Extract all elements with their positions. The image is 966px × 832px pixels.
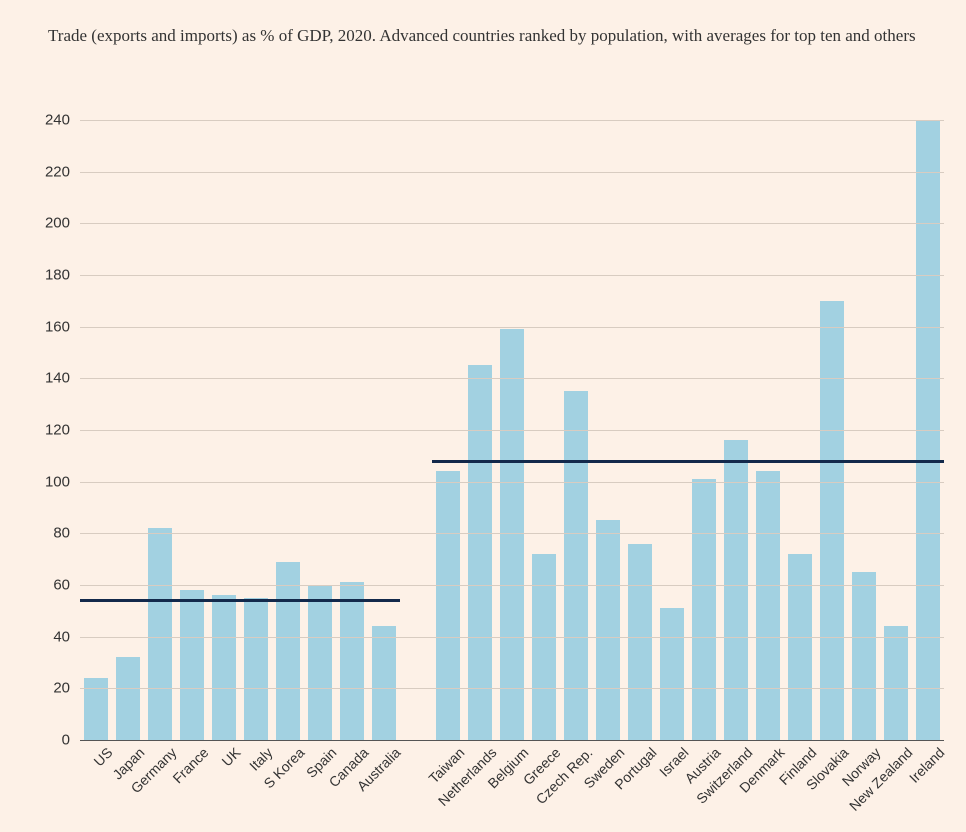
gridline xyxy=(80,585,944,586)
plot-area: USJapanGermanyFranceUKItalyS KoreaSpainC… xyxy=(80,120,944,740)
gridline xyxy=(80,327,944,328)
y-tick: 80 xyxy=(53,525,80,542)
gridline xyxy=(80,275,944,276)
gridline xyxy=(80,688,944,689)
gridline xyxy=(80,172,944,173)
y-tick: 220 xyxy=(45,163,80,180)
y-tick: 100 xyxy=(45,473,80,490)
y-tick: 240 xyxy=(45,112,80,129)
x-label: UK xyxy=(214,740,243,769)
chart-frame: Trade (exports and imports) as % of GDP,… xyxy=(0,0,966,832)
y-tick: 160 xyxy=(45,318,80,335)
gridline xyxy=(80,120,944,121)
chart-title: Trade (exports and imports) as % of GDP,… xyxy=(48,24,926,49)
x-label: Ireland xyxy=(902,740,948,786)
gridline xyxy=(80,637,944,638)
y-tick: 200 xyxy=(45,215,80,232)
top-ten-average-line xyxy=(80,599,400,602)
y-tick: 140 xyxy=(45,370,80,387)
gridline xyxy=(80,482,944,483)
gridline xyxy=(80,740,944,741)
y-tick: 0 xyxy=(62,732,80,749)
y-tick: 20 xyxy=(53,680,80,697)
x-label: France xyxy=(165,740,211,786)
y-tick: 40 xyxy=(53,628,80,645)
y-tick: 120 xyxy=(45,422,80,439)
gridline xyxy=(80,223,944,224)
gridline xyxy=(80,378,944,379)
y-tick: 60 xyxy=(53,577,80,594)
gridline xyxy=(80,533,944,534)
y-tick: 180 xyxy=(45,267,80,284)
others-average-line xyxy=(432,460,944,463)
gridline xyxy=(80,430,944,431)
